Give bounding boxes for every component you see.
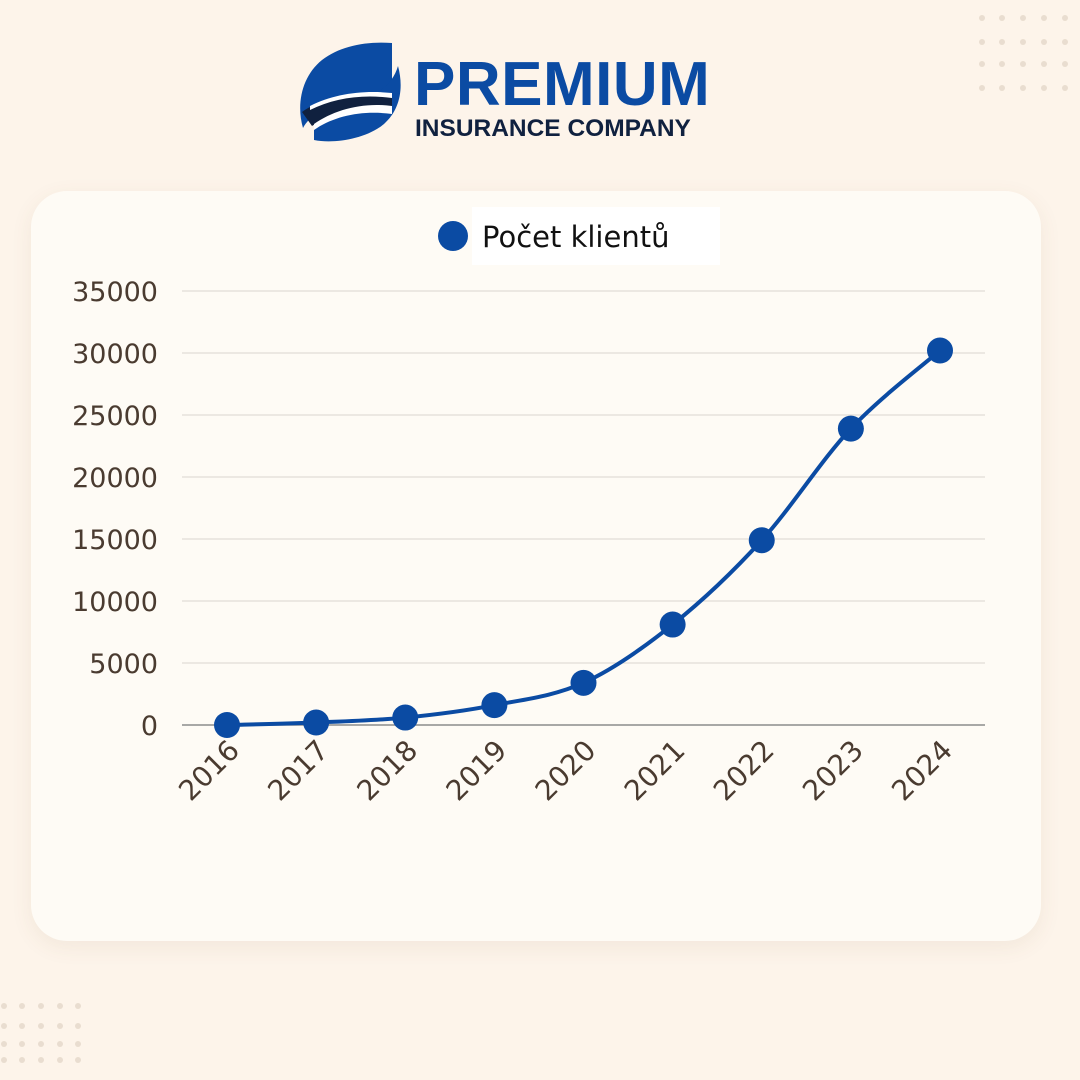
brand-subtitle: INSURANCE COMPANY [415, 115, 691, 142]
data-point-2017 [303, 709, 330, 736]
y-tick-label: 10000 [72, 587, 158, 618]
series-line [226, 349, 942, 727]
x-tick-label: 2024 [885, 734, 959, 808]
x-axis-ticks: 2016 2017 2018 2019 2020 2021 2022 2023 2024 [172, 734, 959, 808]
brand-name: PREMIUM [414, 50, 711, 119]
x-tick-label: 2020 [529, 734, 603, 808]
x-tick-label: 2021 [618, 734, 692, 808]
y-tick-label: 35000 [72, 277, 158, 308]
chart-card [31, 191, 1041, 941]
data-point-2019 [481, 692, 508, 719]
y-axis-ticks: 35000 30000 25000 20000 15000 10000 5000 0 [72, 277, 158, 742]
grid-lines [182, 290, 985, 726]
data-point-2023 [837, 415, 864, 442]
legend-marker [438, 221, 468, 251]
x-tick-label: 2017 [261, 734, 335, 808]
x-tick-label: 2022 [707, 734, 781, 808]
legend-label: Počet klientů [482, 220, 670, 254]
y-tick-label: 15000 [72, 525, 158, 556]
y-tick-label: 20000 [72, 463, 158, 494]
x-tick-label: 2023 [796, 734, 870, 808]
y-tick-label: 0 [141, 711, 158, 742]
y-tick-label: 25000 [72, 401, 158, 432]
x-tick-label: 2016 [172, 734, 246, 808]
data-point-2020 [570, 669, 597, 696]
x-tick-label: 2019 [440, 734, 514, 808]
y-tick-label: 5000 [89, 649, 158, 680]
legend-label-box [472, 207, 720, 265]
data-point-2021 [659, 611, 686, 638]
data-points [214, 337, 953, 738]
y-tick-label: 30000 [72, 339, 158, 370]
data-point-2024 [927, 337, 953, 364]
data-point-2016 [214, 712, 240, 738]
data-point-2022 [748, 527, 775, 554]
decorative-dot-grid [979, 15, 1068, 91]
x-tick-label: 2018 [350, 734, 424, 808]
decorative-dot-grid [1, 1003, 81, 1063]
premium-logo-icon [300, 42, 401, 142]
data-point-2018 [392, 704, 419, 731]
chart-legend: Počet klientů [436, 207, 720, 265]
brand-header: PREMIUM INSURANCE COMPANY [300, 40, 750, 150]
